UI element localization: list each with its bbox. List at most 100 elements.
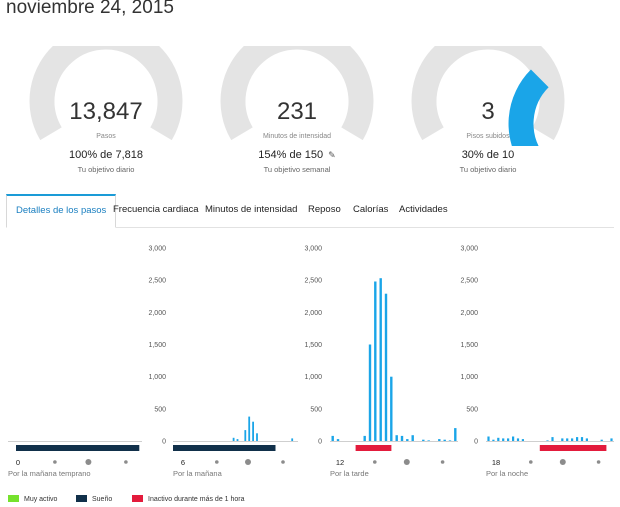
- inactive-band: [355, 445, 392, 451]
- y-tick-label: 0: [162, 439, 166, 446]
- floors-value: 3: [481, 98, 495, 125]
- step-bar: [256, 433, 258, 441]
- tab-activities[interactable]: Actividades: [399, 204, 448, 215]
- tab-heart-rate[interactable]: Frecuencia cardiaca: [113, 204, 199, 215]
- step-bar: [502, 438, 505, 441]
- detail-tabs: Detalles de los pasos Frecuencia cardiac…: [6, 194, 614, 228]
- step-bar: [585, 438, 588, 441]
- tab-calories[interactable]: Calorías: [353, 204, 389, 215]
- y-tick-label: 0: [474, 439, 478, 446]
- step-bar: [244, 430, 247, 441]
- floors-progress-text: 30% de 10: [461, 149, 515, 161]
- tab-intensity-minutes[interactable]: Minutos de intensidad: [205, 204, 298, 215]
- step-bar: [248, 416, 251, 441]
- step-bar: [236, 439, 239, 441]
- intensity-gauge[interactable]: 231 Minutos de intensidad 154% de 150 ✎ …: [219, 46, 375, 176]
- step-bar: [331, 435, 334, 441]
- step-bar: [516, 438, 520, 441]
- step-bar: [336, 439, 340, 441]
- hour-dot: [245, 459, 251, 465]
- tab-step-details[interactable]: Detalles de los pasos: [6, 194, 117, 228]
- intensity-value: 231: [276, 98, 318, 125]
- step-bar: [374, 281, 377, 441]
- legend-very-active-label: Muy activo: [24, 496, 58, 503]
- inactive-band: [539, 445, 607, 451]
- step-bar: [368, 344, 372, 441]
- step-bar: [400, 435, 404, 441]
- hour-dot: [281, 460, 285, 464]
- hour-dot: [529, 460, 533, 464]
- step-bar: [507, 438, 510, 441]
- hour-dot: [559, 459, 566, 465]
- y-tick-label: 2,000: [460, 310, 478, 317]
- step-bar: [600, 439, 603, 441]
- step-bar: [443, 439, 446, 441]
- floors-goal-label: Tu objetivo diario: [459, 165, 517, 174]
- hour-dot: [373, 460, 377, 464]
- step-bar: [384, 293, 388, 441]
- floors-unit-label: Pisos subidos: [466, 133, 510, 140]
- date-title: noviembre 24, 2015: [6, 0, 174, 18]
- legend-sleep: Sueño: [76, 495, 112, 505]
- intensity-goal-label: Tu objetivo semanal: [263, 165, 331, 174]
- sleep-swatch: [76, 495, 87, 502]
- step-bar: [487, 436, 490, 441]
- y-tick-label: 3,000: [460, 246, 478, 253]
- step-bar: [395, 435, 398, 441]
- panel-label: Por la tarde: [330, 469, 369, 478]
- step-bar: [561, 438, 564, 441]
- step-bar: [363, 435, 366, 441]
- y-tick-label: 1,500: [304, 342, 322, 349]
- steps-unit-label: Pasos: [96, 133, 116, 140]
- steps-goal-label: Tu objetivo diario: [77, 165, 135, 174]
- hour-label: 6: [181, 458, 185, 467]
- y-tick-label: 0: [318, 439, 322, 446]
- hour-dot: [440, 460, 445, 464]
- intensity-progress: 154% de 150 ✎: [219, 149, 375, 161]
- y-tick-label: 1,500: [460, 342, 478, 349]
- step-bar: [232, 437, 235, 441]
- steps-gauge-arc: [29, 46, 183, 141]
- hour-label: 0: [16, 458, 20, 467]
- step-bar: [512, 436, 515, 441]
- legend-very-active: Muy activo: [8, 495, 57, 505]
- hour-dot: [124, 460, 128, 464]
- floors-gauge[interactable]: 3 Pisos subidos 30% de 10 Tu objetivo di…: [410, 46, 566, 176]
- sleep-band: [173, 445, 276, 451]
- step-bar: [390, 376, 393, 441]
- step-bar: [580, 437, 584, 441]
- hour-label: 18: [492, 458, 500, 467]
- y-tick-label: 3,000: [148, 246, 166, 253]
- sleep-band: [16, 445, 140, 451]
- legend-sleep-label: Sueño: [92, 496, 113, 503]
- legend-inactive: Inactivo durante más de 1 hora: [132, 495, 245, 505]
- step-bar: [610, 438, 613, 441]
- step-bar: [379, 278, 382, 441]
- panel-label: Por la noche: [486, 469, 528, 478]
- step-bar: [576, 437, 579, 441]
- hour-dot: [53, 460, 57, 464]
- step-bar: [438, 439, 441, 441]
- intensity-progress-text: 154% de 150: [258, 149, 324, 161]
- hour-dot: [403, 459, 410, 465]
- step-bar: [521, 439, 524, 441]
- y-tick-label: 500: [310, 406, 322, 413]
- y-tick-label: 500: [466, 406, 478, 413]
- step-bar: [454, 428, 457, 441]
- pencil-icon[interactable]: ✎: [328, 150, 336, 160]
- y-tick-label: 1,000: [148, 374, 166, 381]
- step-bar: [566, 438, 569, 441]
- y-tick-label: 2,500: [304, 278, 322, 285]
- intensity-gauge-arc: [220, 46, 374, 141]
- step-bar: [571, 438, 574, 441]
- y-tick-label: 1,000: [304, 374, 322, 381]
- step-bar: [427, 440, 430, 441]
- y-tick-label: 2,500: [460, 278, 478, 285]
- step-bar: [252, 421, 254, 441]
- y-tick-label: 3,000: [304, 246, 322, 253]
- inactive-swatch: [132, 495, 143, 502]
- steps-gauge[interactable]: 13,847 Pasos 100% de 7,818 Tu objetivo d…: [28, 46, 184, 176]
- tab-sleep[interactable]: Reposo: [308, 204, 341, 215]
- hour-label: 12: [336, 458, 344, 467]
- panel-label: Por la mañana temprano: [8, 469, 91, 478]
